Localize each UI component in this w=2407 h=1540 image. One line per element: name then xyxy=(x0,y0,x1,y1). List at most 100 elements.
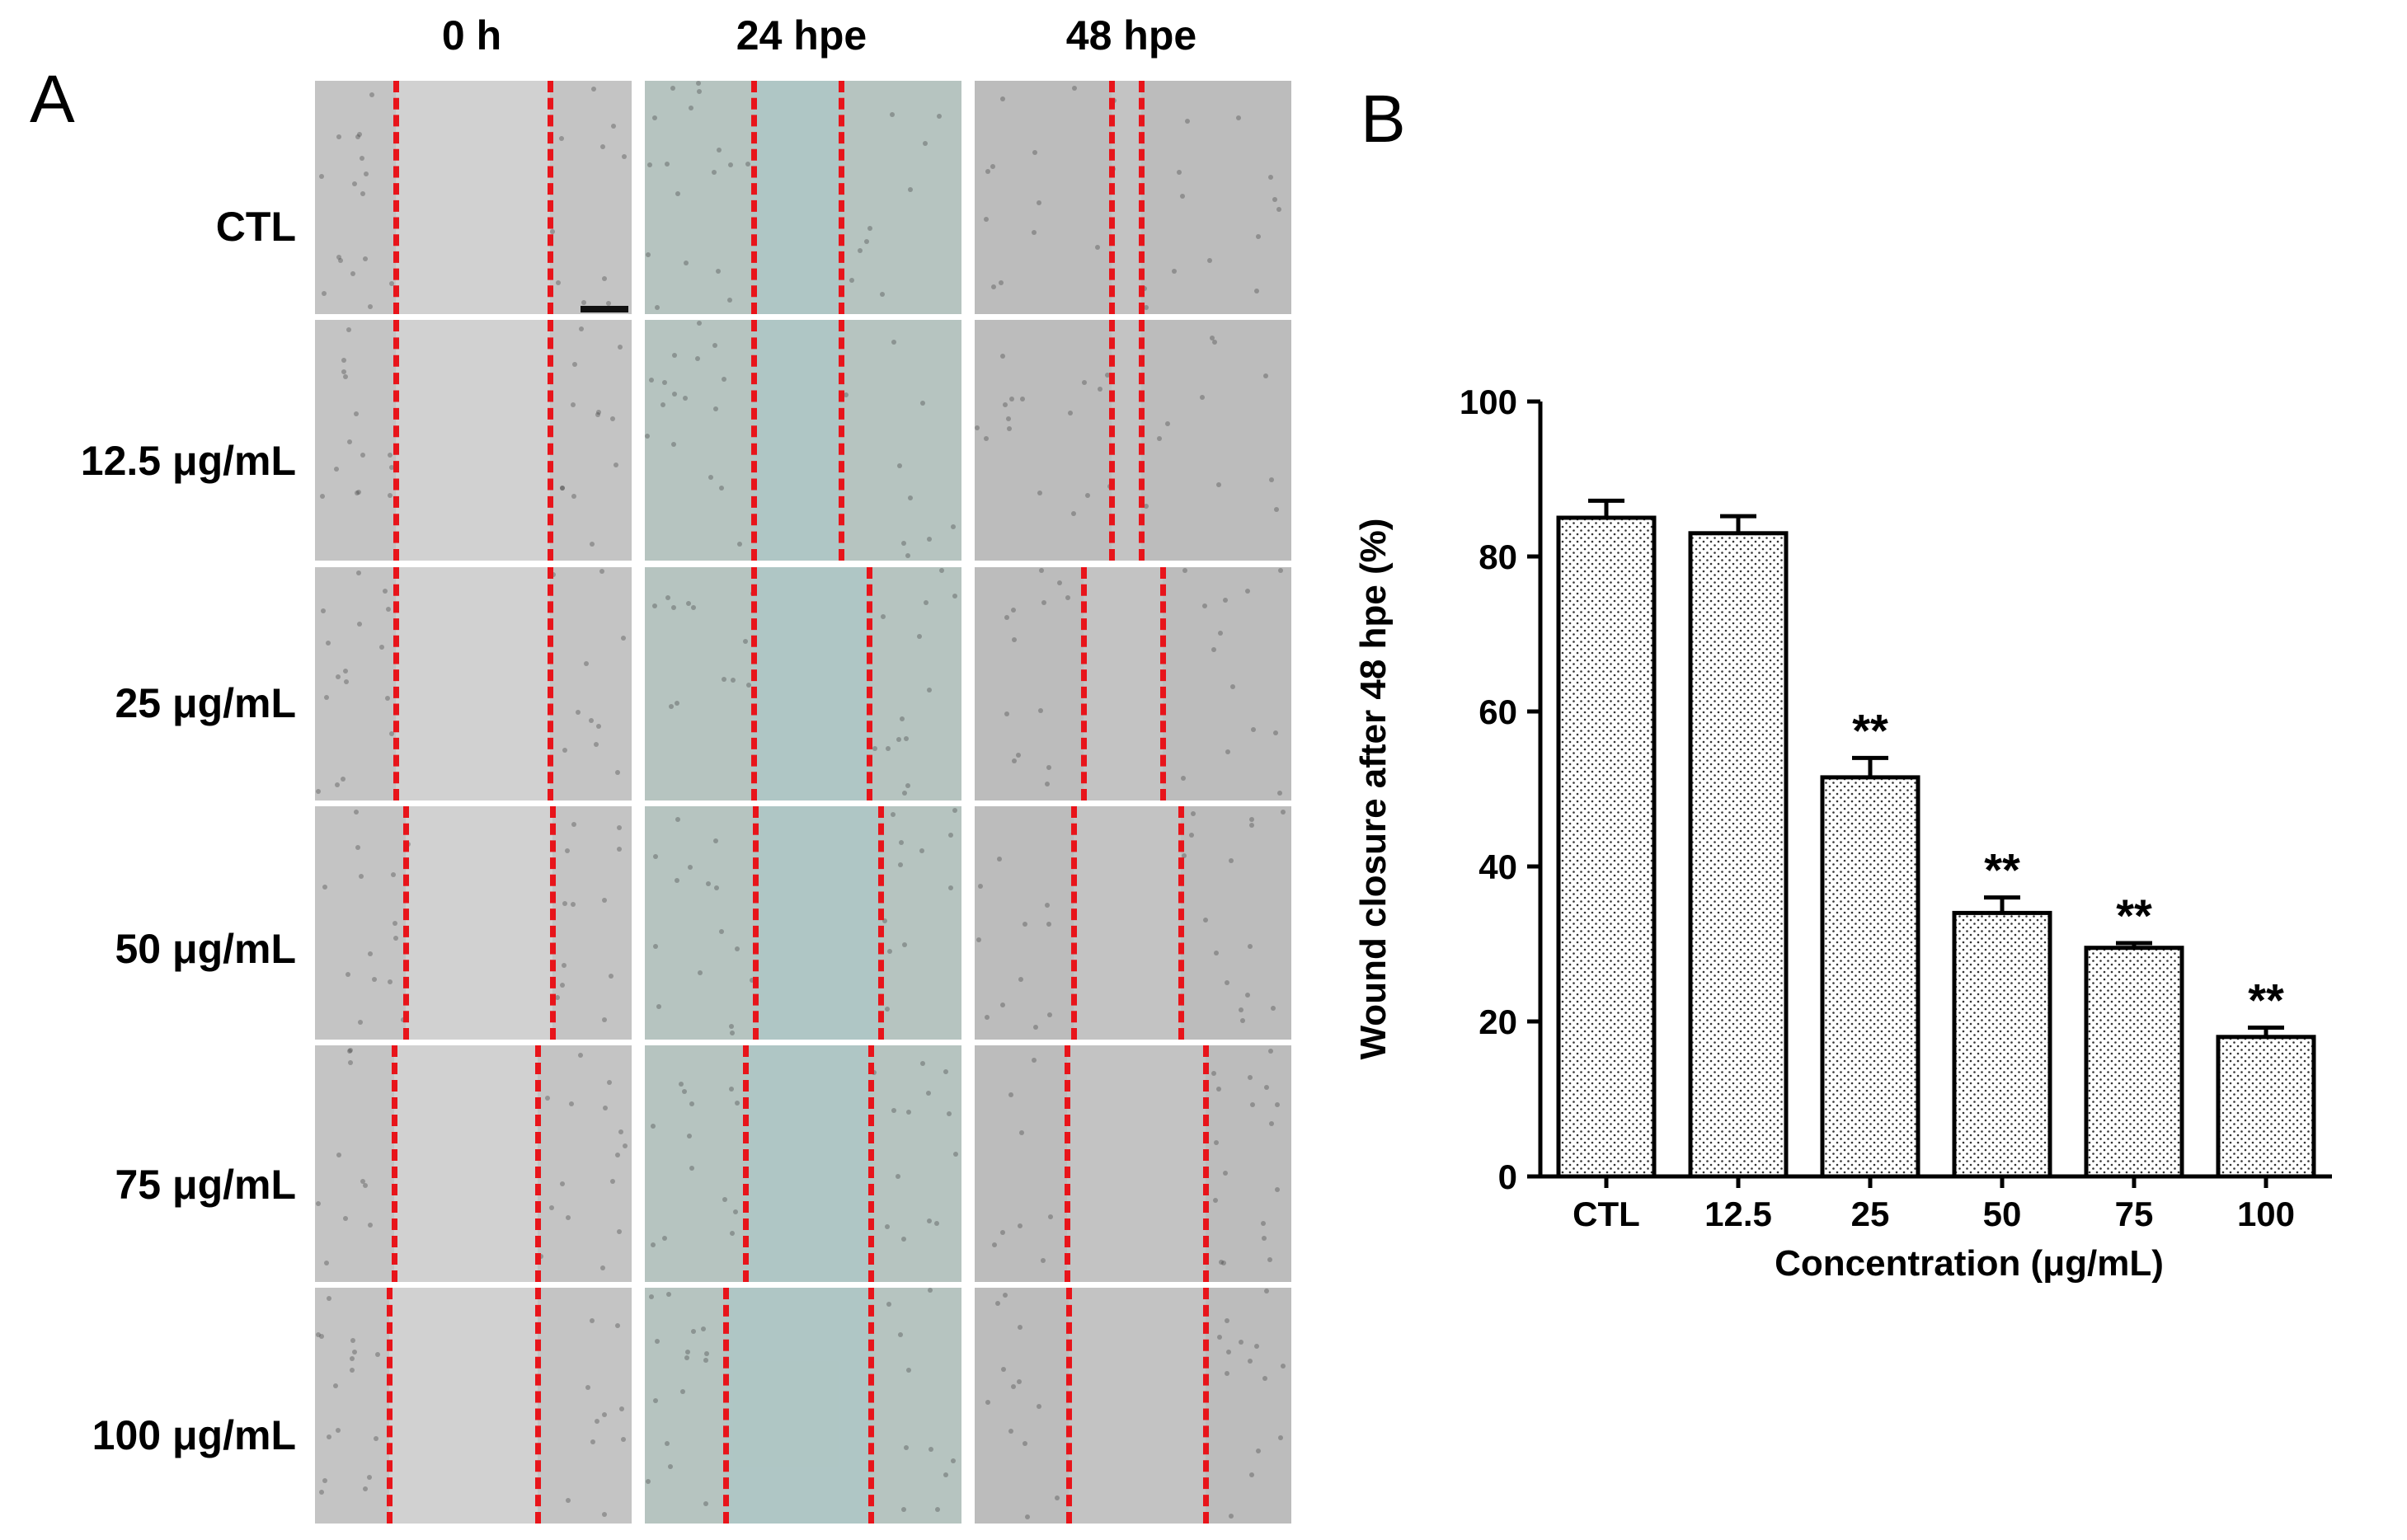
cell-speck xyxy=(722,1197,728,1203)
cell-speck xyxy=(682,396,688,401)
cell-speck xyxy=(1268,477,1274,482)
cell-speck xyxy=(703,1501,708,1507)
cell-speck xyxy=(349,1356,355,1362)
micrograph-tile xyxy=(315,1288,632,1524)
micrograph-tile xyxy=(645,320,961,561)
cell-speck xyxy=(1081,379,1087,385)
cell-speck xyxy=(1171,269,1177,275)
cell-speck xyxy=(887,948,893,954)
y-axis-label: Wound closure after 48 hpe (%) xyxy=(1353,519,1394,1060)
cell-speck xyxy=(616,824,622,830)
cell-speck xyxy=(722,676,727,682)
cell-speck xyxy=(937,114,943,120)
cell-speck xyxy=(1249,1472,1255,1478)
cell-speck xyxy=(356,621,362,627)
cell-speck xyxy=(684,261,689,266)
row-label-50: 50 μg/mL xyxy=(115,926,296,972)
cell-speck xyxy=(705,881,711,887)
cell-speck xyxy=(1008,1092,1013,1098)
cell-speck xyxy=(595,723,601,729)
cell-speck xyxy=(917,634,923,640)
micrograph-tile xyxy=(975,1288,1291,1524)
wound-edge-left-line xyxy=(1065,1045,1070,1282)
cell-speck xyxy=(350,270,355,276)
wound-edge-right-line xyxy=(868,1288,874,1524)
cell-speck xyxy=(337,257,343,263)
cell-speck xyxy=(564,848,570,854)
wound-edge-right-line xyxy=(535,1045,541,1282)
cell-speck xyxy=(1000,1002,1006,1007)
cell-speck xyxy=(950,524,956,530)
cell-speck xyxy=(562,901,568,907)
cell-speck xyxy=(1184,119,1190,124)
wound-edge-right-line xyxy=(839,81,844,314)
cell-speck xyxy=(1041,600,1047,606)
cell-speck xyxy=(369,92,375,97)
cell-speck xyxy=(569,1101,575,1106)
cell-speck xyxy=(983,436,989,442)
cell-speck xyxy=(556,279,562,285)
cell-speck xyxy=(1037,707,1043,713)
cell-speck xyxy=(322,1478,327,1484)
cell-speck xyxy=(1008,1428,1014,1434)
cell-speck xyxy=(685,600,691,606)
cell-speck xyxy=(734,1100,740,1106)
cell-speck xyxy=(1000,96,1006,101)
cell-speck xyxy=(645,434,651,439)
cell-speck xyxy=(897,463,903,469)
cell-speck xyxy=(1238,1339,1243,1345)
cell-speck xyxy=(571,494,576,500)
cell-speck xyxy=(1202,918,1208,923)
cell-speck xyxy=(867,225,872,231)
cell-speck xyxy=(1268,1049,1274,1054)
cell-speck xyxy=(713,406,719,412)
cell-speck xyxy=(1009,397,1015,402)
micrograph-tile xyxy=(315,1045,632,1282)
cell-speck xyxy=(886,1302,892,1308)
cell-speck xyxy=(898,862,904,867)
cell-speck xyxy=(352,181,358,187)
cell-speck xyxy=(943,1472,948,1478)
cell-speck xyxy=(900,540,906,546)
cell-speck xyxy=(599,569,604,575)
cell-speck xyxy=(1213,950,1219,955)
cell-speck xyxy=(719,929,725,935)
cell-speck xyxy=(1032,229,1037,235)
wound-edge-right-line xyxy=(535,1288,541,1524)
cell-speck xyxy=(679,1388,685,1394)
cell-speck xyxy=(1218,630,1224,636)
cell-speck xyxy=(601,1412,607,1418)
cell-speck xyxy=(897,1331,903,1337)
cell-speck xyxy=(1226,1350,1232,1355)
cell-speck xyxy=(1264,1085,1270,1091)
wound-gap xyxy=(394,1045,538,1282)
wound-edge-left-line xyxy=(1071,806,1077,1040)
cell-speck xyxy=(890,111,896,117)
cell-speck xyxy=(1032,1024,1038,1030)
cell-speck xyxy=(545,1095,551,1101)
cell-speck xyxy=(364,171,369,177)
cell-speck xyxy=(681,1089,687,1094)
cell-speck xyxy=(1000,1230,1006,1236)
wound-gap xyxy=(396,567,550,801)
cell-speck xyxy=(363,1182,369,1188)
cell-speck xyxy=(896,737,901,743)
cell-speck xyxy=(1256,1448,1261,1454)
cell-speck xyxy=(562,963,567,969)
cell-speck xyxy=(356,570,362,575)
cell-speck xyxy=(990,284,996,290)
cell-speck xyxy=(1238,1007,1243,1013)
cell-speck xyxy=(1224,1371,1229,1377)
y-tick-label: 80 xyxy=(1479,538,1517,576)
cell-speck xyxy=(730,678,736,683)
significance-marker: ** xyxy=(2248,974,2284,1026)
cell-speck xyxy=(356,489,362,495)
bar-12-5 xyxy=(1688,531,1789,1179)
cell-speck xyxy=(934,1220,940,1226)
cell-speck xyxy=(1264,1288,1270,1294)
cell-speck xyxy=(1018,1223,1023,1229)
cell-speck xyxy=(1277,790,1283,796)
cell-speck xyxy=(538,1254,544,1260)
cell-speck xyxy=(722,377,727,383)
wound-gap xyxy=(1084,567,1163,801)
